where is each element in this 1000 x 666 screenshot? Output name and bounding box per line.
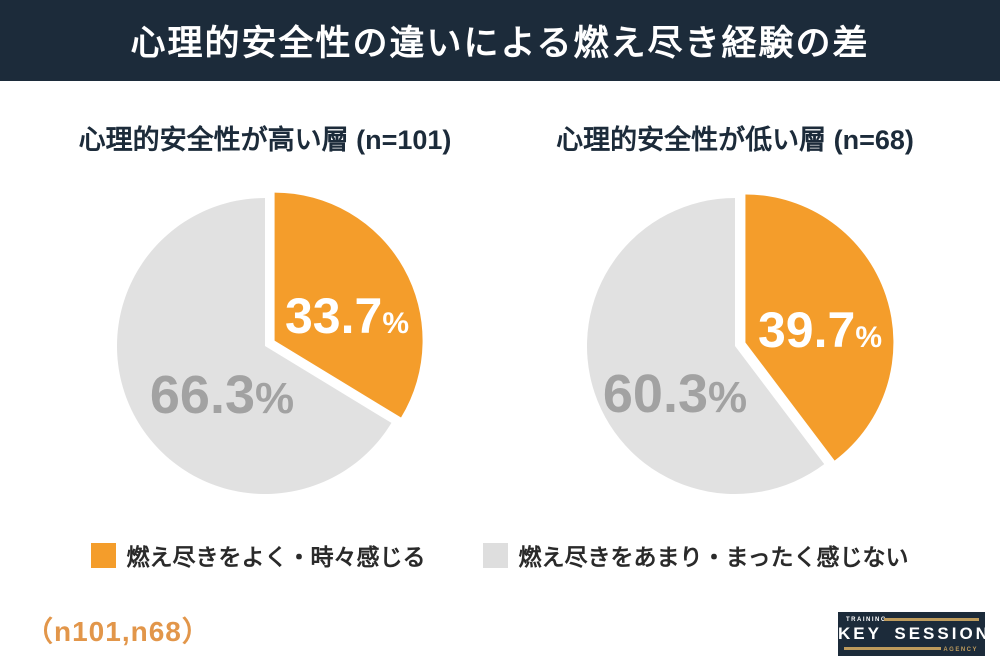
chart-title-high-safety: 心理的安全性が高い層 (n=101): [78, 125, 452, 155]
legend: 燃え尽きをよく・時々感じる 燃え尽きをあまり・まったく感じない: [0, 538, 1000, 572]
pie-slice-burnout: [274, 192, 423, 418]
pie-high-safety: [116, 192, 423, 494]
logo-top-rule: [884, 618, 979, 621]
key-session-logo: TRAINING KEY SESSION AGENCY: [838, 612, 991, 656]
legend-item-no-burnout: 燃え尽きをあまり・まったく感じない: [483, 538, 909, 572]
sample-size-note: （n101,n68）: [25, 616, 211, 647]
title-bar: 心理的安全性の違いによる燃え尽き経験の差: [0, 0, 1000, 81]
pie-wrap-high-safety: 33.7% 66.3%: [95, 174, 435, 518]
legend-swatch-orange: [91, 542, 117, 568]
legend-item-burnout: 燃え尽きをよく・時々感じる: [91, 538, 425, 572]
logo-brand-name: KEY SESSION: [838, 624, 991, 643]
percent-sign: %: [382, 307, 410, 340]
pie-chart-high-safety: 心理的安全性が高い層 (n=101) 33.7% 66.3%: [30, 118, 500, 518]
slice-value: 66.3: [149, 365, 255, 425]
legend-label-burnout: 燃え尽きをよく・時々感じる: [126, 544, 426, 570]
slice-label-burnout-low: 39.7%: [758, 305, 882, 355]
logo-agency-label: AGENCY: [943, 647, 978, 653]
slice-value: 60.3: [602, 364, 708, 424]
logo-bottom-rule: [844, 647, 941, 650]
legend-swatch-gray: [483, 542, 509, 568]
percent-sign: %: [855, 321, 883, 354]
percent-sign: %: [707, 373, 748, 422]
pie-chart-low-safety: 心理的安全性が低い層 (n=68) 39.7% 60.3%: [500, 118, 970, 518]
slice-label-no-burnout-low: 60.3%: [603, 367, 747, 421]
charts-row: 心理的安全性が高い層 (n=101) 33.7% 66.3% 心理的安全性が低い…: [0, 118, 1000, 518]
pie-wrap-low-safety: 39.7% 60.3%: [565, 174, 905, 518]
pie-slice-no-burnout: [116, 198, 392, 494]
chart-title-low-safety: 心理的安全性が低い層 (n=68): [556, 125, 914, 155]
pie-slice-burnout: [745, 194, 894, 461]
slice-value: 33.7: [284, 288, 383, 344]
logo-training-label: TRAINING: [846, 617, 887, 623]
slice-value: 39.7: [757, 302, 856, 358]
percent-sign: %: [254, 374, 295, 423]
slice-label-no-burnout-high: 66.3%: [150, 368, 294, 422]
slice-label-burnout-high: 33.7%: [285, 291, 409, 341]
legend-label-no-burnout: 燃え尽きをあまり・まったく感じない: [518, 544, 909, 570]
pie-low-safety: [586, 194, 894, 494]
page-title: 心理的安全性の違いによる燃え尽き経験の差: [130, 24, 870, 63]
pie-slice-no-burnout: [586, 197, 825, 494]
